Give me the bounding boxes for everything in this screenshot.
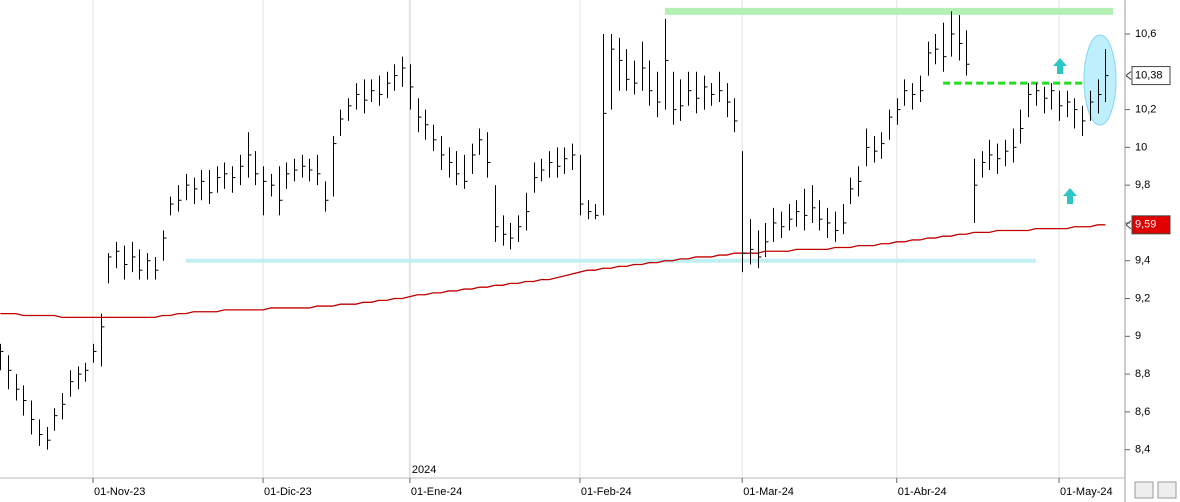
y-tick-label: 9,2 (1135, 292, 1150, 304)
x-tick-label: 01-Feb-24 (581, 486, 632, 498)
zoom-button[interactable] (1134, 481, 1154, 499)
price-pointer (1125, 71, 1132, 80)
y-tick-label: 10,6 (1135, 28, 1156, 40)
price-label: 9,59 (1135, 219, 1156, 231)
y-tick-label: 8,8 (1135, 368, 1150, 380)
moving-average (0, 224, 1106, 319)
y-tick-label: 8,4 (1135, 444, 1150, 456)
y-tick-label: 9,4 (1135, 255, 1150, 267)
y-tick-label: 10,2 (1135, 103, 1156, 115)
y-tick-label: 10 (1135, 141, 1147, 153)
x-tick-label: 01-May-24 (1060, 486, 1113, 498)
x-tick-label: 01-Mar-24 (743, 486, 794, 498)
save-button[interactable] (1157, 481, 1177, 499)
highlight-ellipse (1083, 34, 1117, 126)
arrow-up (1063, 188, 1077, 204)
price-pointer (1125, 220, 1132, 230)
price-label-box (1131, 66, 1171, 86)
x-tick-label: 01-Abr-24 (898, 486, 947, 498)
price-label-box (1131, 215, 1171, 235)
year-label: 2024 (412, 464, 436, 476)
x-tick-label: 01-Ene-24 (411, 486, 462, 498)
x-tick-label: 01-Nov-23 (94, 486, 145, 498)
y-tick-label: 8,6 (1135, 406, 1150, 418)
arrow-up (1053, 58, 1067, 74)
price-label: 10,38 (1135, 69, 1163, 81)
y-tick-label: 9 (1135, 330, 1141, 342)
x-tick-label: 01-Dic-23 (264, 486, 312, 498)
y-tick-label: 9,8 (1135, 179, 1150, 191)
